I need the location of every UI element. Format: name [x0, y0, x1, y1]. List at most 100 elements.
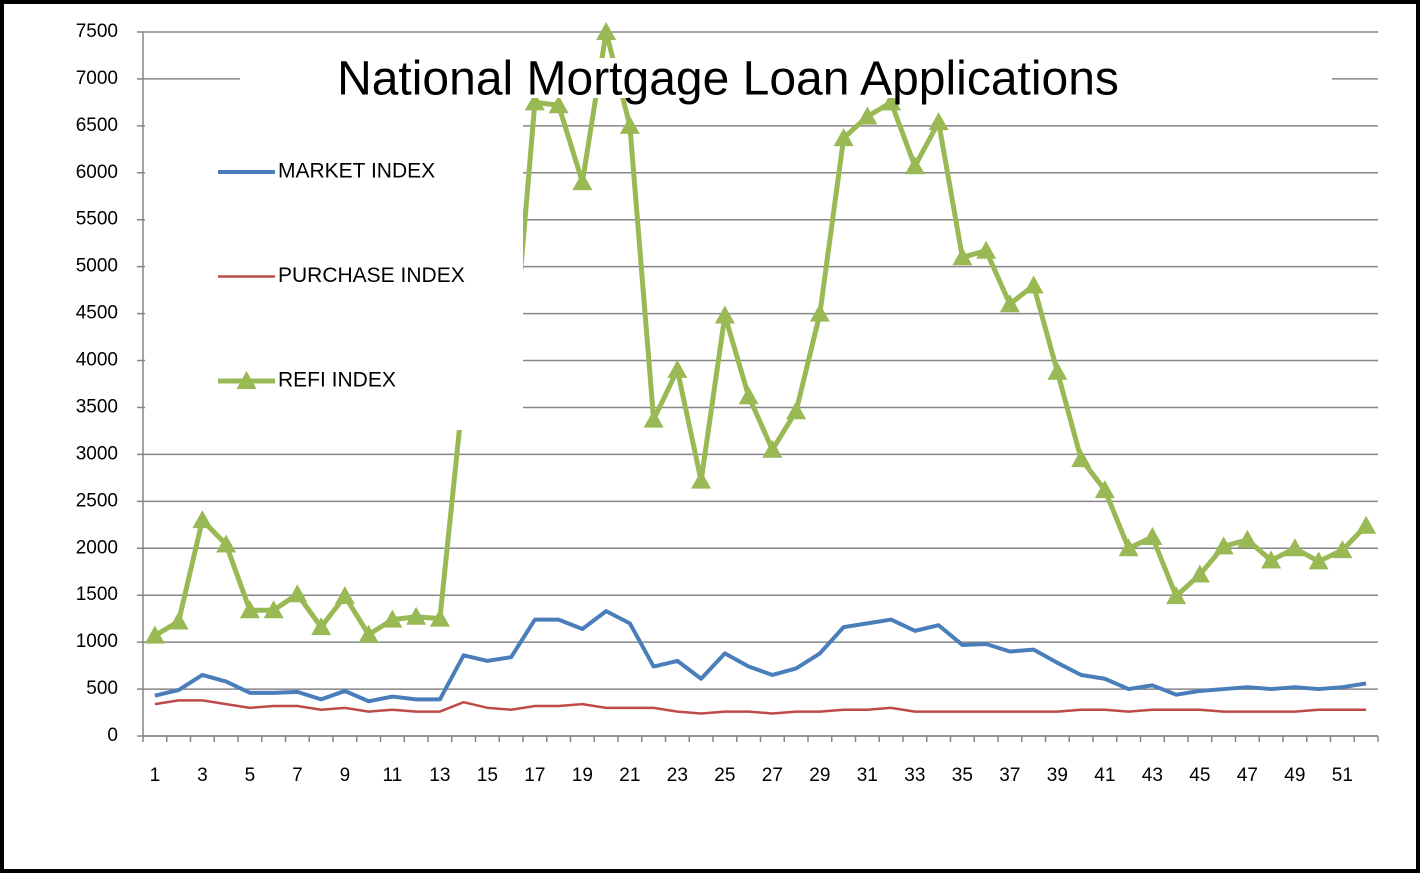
point-marker: [1047, 361, 1068, 380]
point-marker: [429, 608, 450, 627]
legend-label: PURCHASE INDEX: [278, 264, 465, 287]
point-marker: [1142, 527, 1163, 546]
point-marker: [786, 401, 807, 420]
point-marker: [548, 95, 569, 114]
legend-label: MARKET INDEX: [278, 160, 435, 183]
x-tick-label: 9: [340, 765, 351, 786]
y-tick-label: 2000: [76, 537, 118, 558]
x-tick-label: 3: [197, 765, 208, 786]
point-marker: [1332, 540, 1353, 559]
point-marker: [382, 609, 403, 628]
x-tick-label: 29: [809, 765, 830, 786]
x-tick-label: 13: [429, 765, 450, 786]
x-tick-label: 1: [150, 765, 161, 786]
point-marker: [144, 625, 165, 644]
x-tick-label: 25: [714, 765, 735, 786]
point-marker: [714, 305, 735, 324]
point-marker: [1261, 550, 1282, 569]
y-tick-label: 5000: [76, 256, 118, 277]
point-marker: [1308, 551, 1329, 570]
point-marker: [809, 303, 830, 322]
point-marker: [1189, 564, 1210, 583]
x-tick-label: 49: [1284, 765, 1305, 786]
x-tick-label: 33: [904, 765, 925, 786]
legend-box: [145, 100, 523, 430]
point-marker: [667, 359, 688, 378]
series-line: [154, 609, 1367, 704]
point-marker: [952, 247, 973, 266]
point-marker: [1071, 449, 1092, 468]
point-marker: [1118, 538, 1139, 557]
point-marker: [881, 92, 902, 111]
y-tick-label: 4500: [76, 303, 118, 324]
y-tick-label: 0: [107, 725, 118, 746]
point-marker: [1213, 536, 1234, 555]
point-marker: [1023, 275, 1044, 294]
point-marker: [999, 294, 1020, 313]
y-tick-label: 3000: [76, 443, 118, 464]
x-tick-label: 5: [245, 765, 256, 786]
point-marker: [619, 115, 640, 134]
point-marker: [358, 624, 379, 643]
x-tick-label: 41: [1094, 765, 1115, 786]
y-tick-label: 1000: [76, 631, 118, 652]
x-tick-label: 39: [1047, 765, 1068, 786]
point-marker: [904, 156, 925, 175]
point-marker: [738, 386, 759, 405]
point-marker: [1284, 538, 1305, 557]
point-marker: [976, 240, 997, 259]
point-marker: [643, 409, 664, 428]
y-tick-label: 6500: [76, 115, 118, 136]
point-marker: [192, 510, 213, 529]
y-tick-label: 500: [86, 678, 118, 699]
point-marker: [216, 534, 237, 553]
x-tick-label: 21: [619, 765, 640, 786]
y-tick-label: 3500: [76, 396, 118, 417]
x-tick-label: 43: [1142, 765, 1163, 786]
point-marker: [334, 586, 355, 605]
point-marker: [524, 92, 545, 111]
x-tick-label: 45: [1189, 765, 1210, 786]
x-tick-label: 23: [667, 765, 688, 786]
y-tick-label: 4000: [76, 350, 118, 371]
y-tick-label: 7500: [76, 21, 118, 42]
x-tick-label: 47: [1237, 765, 1258, 786]
point-marker: [263, 600, 284, 619]
legend-marker: [236, 371, 257, 389]
x-tick-label: 35: [952, 765, 973, 786]
legend-label: REFI INDEX: [278, 369, 396, 392]
point-marker: [762, 439, 783, 458]
point-marker: [406, 606, 427, 625]
point-marker: [1094, 480, 1115, 499]
point-marker: [596, 22, 617, 40]
point-marker: [572, 172, 593, 191]
x-tick-label: 17: [524, 765, 545, 786]
y-tick-label: 6000: [76, 162, 118, 183]
point-marker: [928, 112, 949, 131]
y-tick-label: 1500: [76, 584, 118, 605]
title-box: [240, 58, 1332, 98]
point-marker: [311, 617, 332, 636]
point-marker: [239, 600, 260, 619]
point-marker: [1166, 586, 1187, 605]
x-tick-label: 37: [999, 765, 1020, 786]
y-tick-label: 2500: [76, 490, 118, 511]
x-tick-label: 15: [477, 765, 498, 786]
x-tick-label: 19: [572, 765, 593, 786]
x-tick-label: 7: [292, 765, 303, 786]
series-line: [153, 29, 1368, 638]
x-tick-label: 31: [857, 765, 878, 786]
point-marker: [691, 470, 712, 489]
point-marker: [857, 106, 878, 125]
y-tick-label: 5500: [76, 209, 118, 230]
point-marker: [1356, 515, 1377, 534]
x-tick-label: 51: [1332, 765, 1353, 786]
point-marker: [1237, 529, 1258, 548]
x-tick-label: 11: [383, 765, 403, 786]
point-marker: [287, 584, 308, 603]
series-line: [154, 699, 1367, 715]
x-tick-label: 27: [762, 765, 783, 786]
y-tick-label: 7000: [76, 68, 118, 89]
chart-title: National Mortgage Loan Applications: [337, 53, 1119, 106]
